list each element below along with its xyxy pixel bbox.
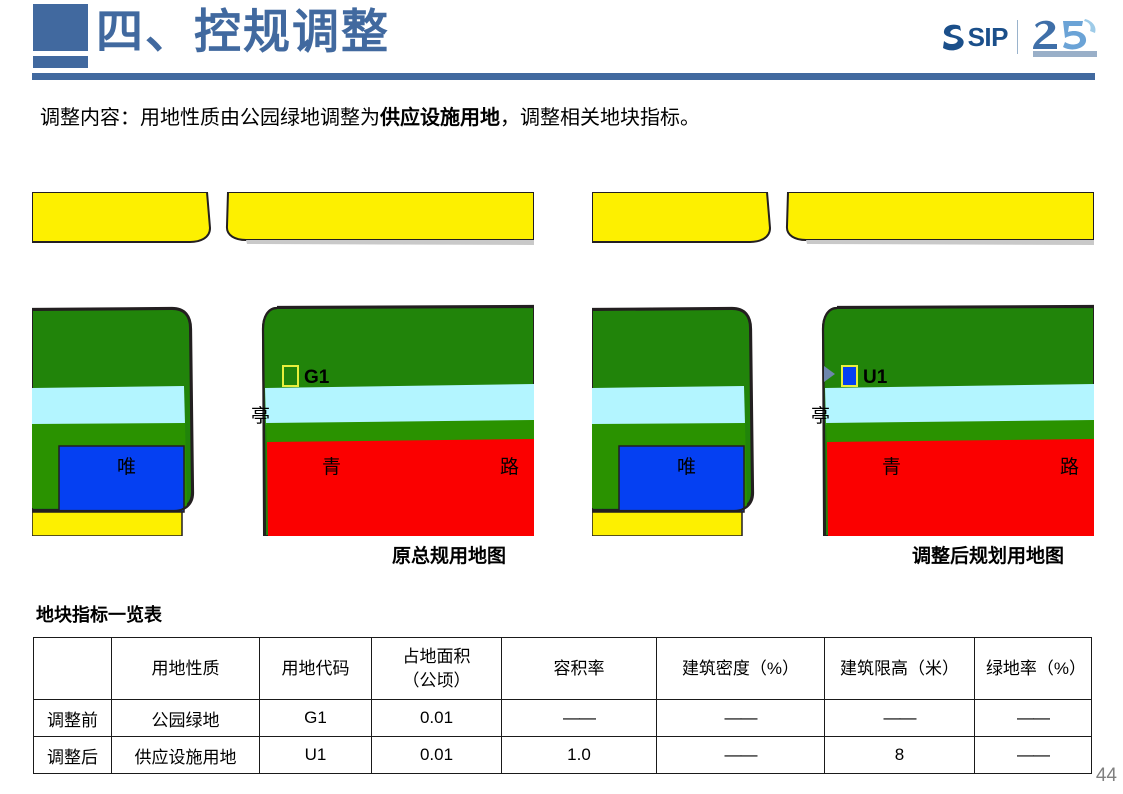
parcel-marker-g1-box[interactable] bbox=[282, 365, 299, 387]
table-row: 调整前 公园绿地 G1 0.01 —— —— —— —— bbox=[33, 699, 1092, 737]
header-cell-green-rate: 绿地率（%） bbox=[974, 637, 1092, 700]
cell-green-rate: —— bbox=[974, 699, 1092, 737]
table-row: 调整后 供应设施用地 U1 0.01 1.0 —— 8 —— bbox=[33, 736, 1092, 774]
cell-row-label: 调整前 bbox=[33, 699, 112, 737]
anniversary-mark bbox=[1027, 17, 1101, 57]
map-label-wei: 唯 bbox=[677, 456, 697, 478]
header-area-line2: （公顷） bbox=[402, 670, 471, 690]
anniversary-25-icon bbox=[1033, 19, 1096, 50]
header-decoration-square bbox=[33, 4, 88, 51]
map-after-graphic bbox=[592, 192, 1094, 536]
sip-logo: SIP bbox=[940, 14, 1101, 60]
header-divider-rule bbox=[32, 73, 1095, 80]
cell-area: 0.01 bbox=[371, 699, 502, 737]
slide-header: 四、控规调整 SIP bbox=[0, 0, 1123, 90]
sip-logo-text: SIP bbox=[967, 22, 1009, 52]
description-prefix: 调整内容：用地性质由公园绿地调整为 bbox=[40, 107, 380, 129]
parcel-marker-u1-label: U1 bbox=[863, 367, 888, 388]
map-label-qing: 青 bbox=[322, 456, 342, 478]
table-title: 地块指标一览表 bbox=[36, 605, 162, 625]
page-title: 四、控规调整 bbox=[96, 5, 390, 58]
cell-green-rate: —— bbox=[974, 736, 1092, 774]
parcel-pointer-arrow-icon bbox=[824, 366, 835, 382]
cell-nature: 供应设施用地 bbox=[111, 736, 260, 774]
map-caption-before: 原总规用地图 bbox=[392, 546, 507, 567]
map-label-ting: 亭 bbox=[251, 405, 271, 427]
cell-row-label: 调整后 bbox=[33, 736, 112, 774]
map-after-adjustment[interactable]: 亭 唯 青 路 盛 路 U1 bbox=[592, 192, 1094, 536]
cell-far: 1.0 bbox=[501, 736, 657, 774]
logo-separator bbox=[1017, 20, 1018, 54]
parcel-marker-g1-label: G1 bbox=[304, 367, 330, 388]
cell-height: —— bbox=[824, 699, 975, 737]
cell-code: U1 bbox=[259, 736, 372, 774]
header-green-rate-text: 绿地率（%） bbox=[985, 659, 1087, 678]
description-suffix: ，调整相关地块指标。 bbox=[500, 107, 700, 129]
page-number: 44 bbox=[1095, 765, 1117, 786]
map-before-graphic bbox=[32, 192, 534, 536]
anniversary-subtext bbox=[1033, 51, 1097, 57]
header-cell-code: 用地代码 bbox=[259, 637, 372, 700]
map-label-lu-right: 路 bbox=[1060, 456, 1080, 478]
header-area-line1: 占地面积 bbox=[402, 646, 471, 666]
header-cell-blank bbox=[33, 637, 112, 700]
cell-area: 0.01 bbox=[371, 736, 502, 774]
header-cell-density: 建筑密度（%） bbox=[656, 637, 825, 700]
map-before-adjustment[interactable]: 亭 唯 青 路 盛 路 G1 bbox=[32, 192, 534, 536]
cell-height: 8 bbox=[824, 736, 975, 774]
header-decoration-bar bbox=[33, 56, 88, 68]
table-header-row: 用地性质 用地代码 占地面积 （公顷） 容积率 建筑密度（%） 建筑限高（米） … bbox=[33, 637, 1092, 700]
indicator-table: 用地性质 用地代码 占地面积 （公顷） 容积率 建筑密度（%） 建筑限高（米） … bbox=[33, 637, 1092, 774]
sip-logo-icon bbox=[942, 24, 964, 51]
header-cell-area: 占地面积 （公顷） bbox=[371, 637, 502, 700]
cell-density: —— bbox=[656, 736, 825, 774]
header-cell-nature: 用地性质 bbox=[111, 637, 260, 700]
map-label-lu-right: 路 bbox=[500, 456, 520, 478]
parcel-marker-u1-box[interactable] bbox=[841, 365, 858, 387]
map-label-ting: 亭 bbox=[811, 405, 831, 427]
cell-code: G1 bbox=[259, 699, 372, 737]
header-cell-far: 容积率 bbox=[501, 637, 657, 700]
adjustment-description: 调整内容：用地性质由公园绿地调整为供应设施用地，调整相关地块指标。 bbox=[40, 103, 700, 133]
map-label-wei: 唯 bbox=[117, 456, 137, 478]
header-cell-height: 建筑限高（米） bbox=[824, 637, 975, 700]
cell-far: —— bbox=[501, 699, 657, 737]
map-label-qing: 青 bbox=[882, 456, 902, 478]
cell-density: —— bbox=[656, 699, 825, 737]
description-emphasis: 供应设施用地 bbox=[380, 107, 500, 129]
map-caption-after: 调整后规划用地图 bbox=[912, 546, 1065, 567]
cell-nature: 公园绿地 bbox=[111, 699, 260, 737]
